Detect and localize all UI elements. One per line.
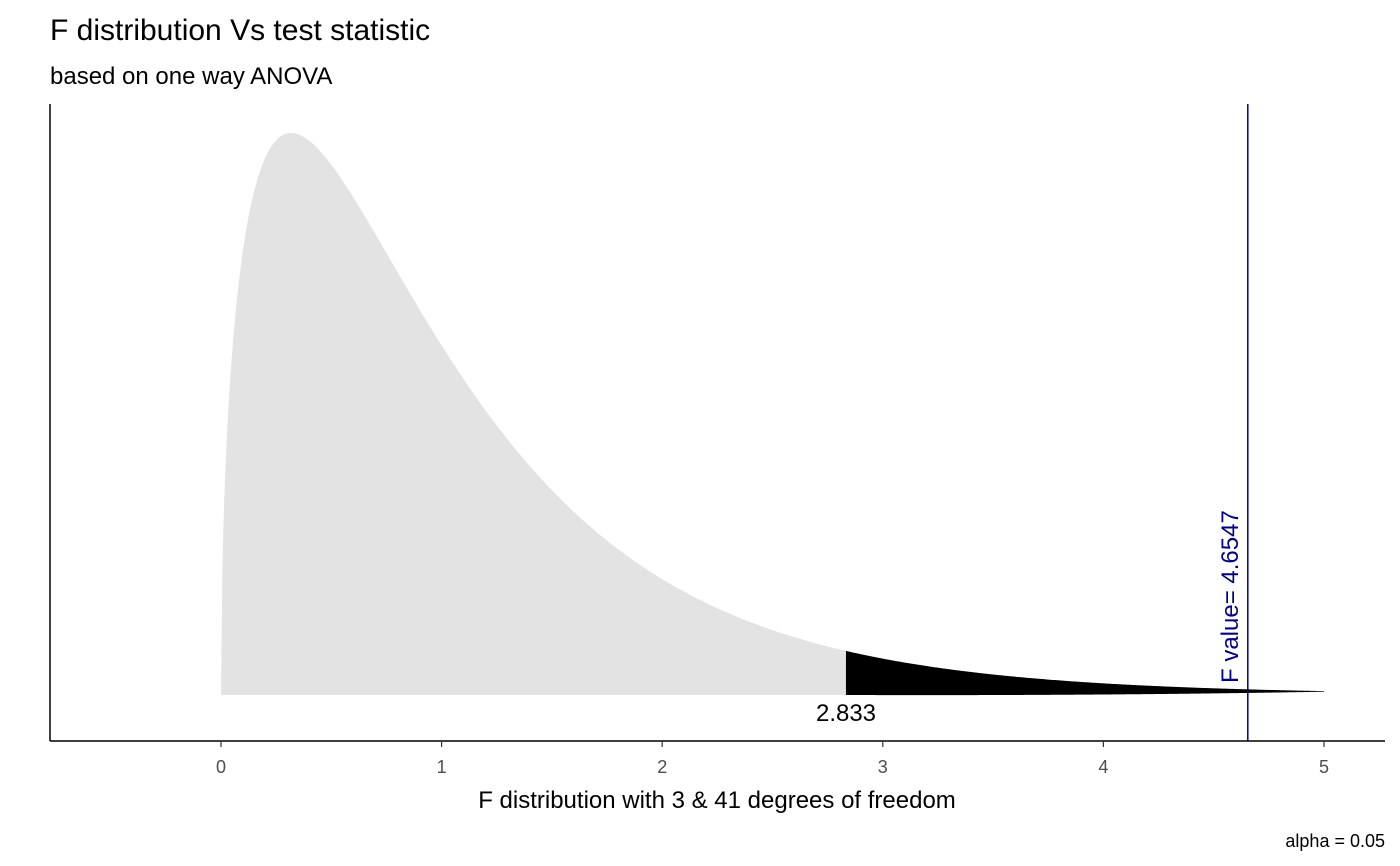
x-tick-label: 1 [437,757,447,777]
f-value-label: F value= 4.6547 [1217,510,1244,683]
x-tick-label: 2 [657,757,667,777]
x-tick-label: 4 [1098,757,1108,777]
x-tick-label: 0 [216,757,226,777]
x-tick-label: 3 [878,757,888,777]
chart-subtitle: based on one way ANOVA [50,63,332,90]
chart-caption: alpha = 0.05 [1285,831,1385,851]
acceptance-region-area [221,133,846,695]
x-tick-label: 5 [1319,757,1329,777]
x-axis-ticks: 0 1 2 3 4 5 [216,741,1329,777]
plot-area: 2.833 F value= 4.6547 [221,104,1324,741]
chart-title: F distribution Vs test statistic [50,14,430,47]
x-axis-title: F distribution with 3 & 41 degrees of fr… [478,787,956,814]
rejection-region-area [845,650,1324,696]
critical-value-label: 2.833 [816,700,876,727]
